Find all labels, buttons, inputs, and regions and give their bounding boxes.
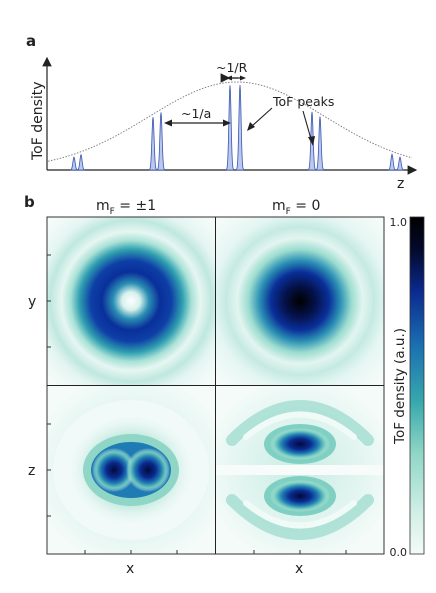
peaks-arrow-2-head [308,136,315,146]
arrow-R-right-head [240,75,246,81]
panel-a-x-label: z [397,176,404,192]
density-map-mf-pm1-xz [47,386,215,554]
annotation-1-over-a: ~1/a [181,106,211,121]
tof-peak-5 [226,85,234,171]
panel-b-ticks [47,254,347,554]
tof-peak-10 [396,156,404,171]
column-title-mf-pm1: mF = ±1 [96,198,156,217]
peaks-arrow-2 [302,110,312,140]
arrow-R-left-head [226,75,232,81]
tof-peak-3 [149,117,157,171]
panel-a-letter: a [26,32,36,50]
arrow-a-right-head [223,119,231,127]
density-map-mf-pm1-xy [47,217,215,385]
row-label-y: y [28,294,36,310]
colorbar-title: ToF density (a.u.) [392,328,408,445]
tof-peak-1 [70,156,78,171]
tof-peaks [70,85,404,171]
arrow-a-left-head [164,119,172,127]
x-label-right: x [295,561,303,577]
peaks-arrow-1-head [247,122,255,131]
peaks-arrow-1 [251,107,273,127]
tof-peak-9 [388,153,396,171]
panel-b-letter: b [24,193,35,211]
x-label-left: x [126,561,134,577]
row-label-z: z [28,463,35,479]
colorbar-min-label: 0.0 [390,546,408,559]
colorbar-max-label: 1.0 [390,216,408,229]
column-title-mf-0: mF = 0 [272,198,320,217]
density-map-mf-0-xy [216,217,384,385]
annotation-1-over-R: ~1/R [216,60,248,75]
tof-peak-6 [236,85,244,171]
tof-peak-4 [157,112,165,171]
gaussian-envelope [47,81,413,162]
colorbar [409,216,425,555]
tof-peak-2 [77,153,85,171]
density-map-mf-0-xz [216,386,384,554]
annotation-tof-peaks: ToF peaks [272,94,334,109]
tof-peak-8 [316,116,324,171]
panel-a-y-label: ToF density [30,81,46,161]
